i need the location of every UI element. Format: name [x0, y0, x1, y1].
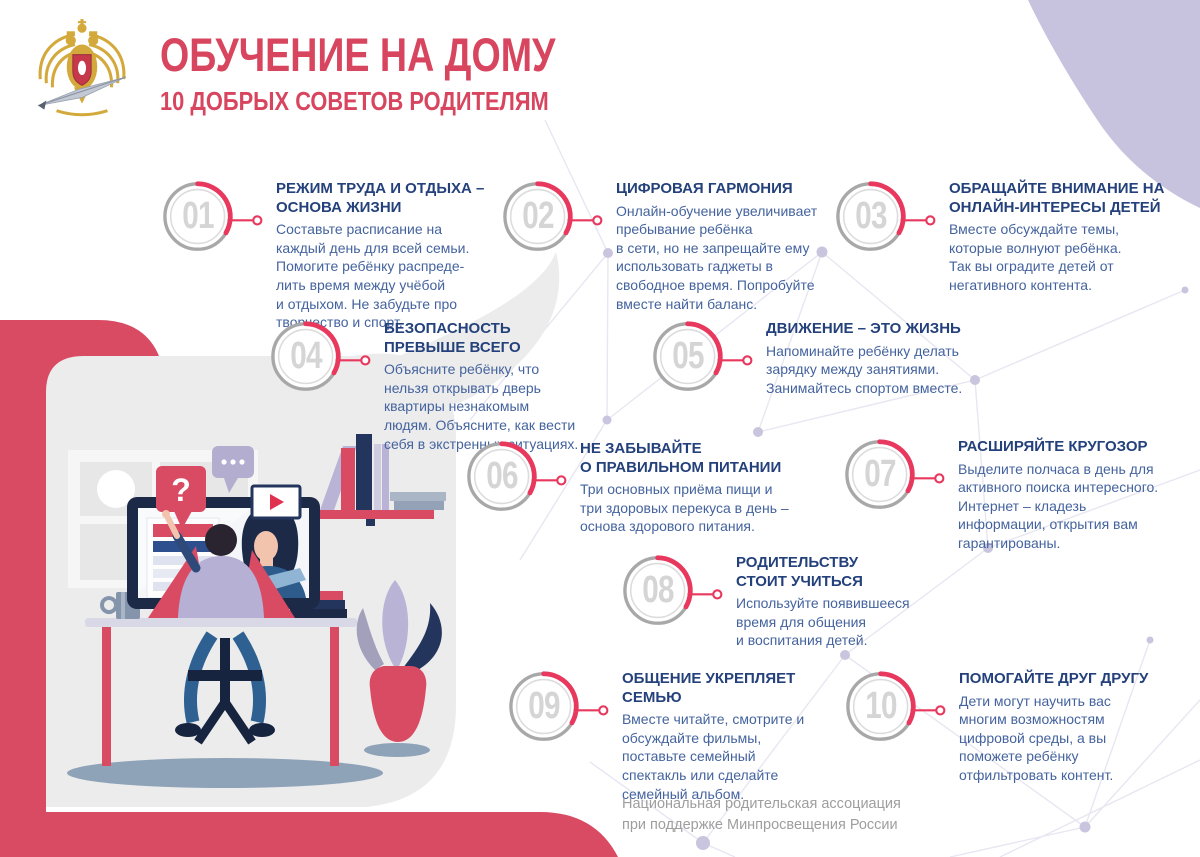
tip-number: 01: [182, 194, 214, 237]
tip-number-badge: 01: [160, 178, 268, 256]
child-on-chair: [175, 631, 275, 745]
tip-number-badge: 05: [650, 318, 758, 396]
tip-body: Составьте расписание на каждый день для …: [276, 221, 470, 331]
tip-10: 10 ПОМОГАЙТЕ ДРУГ ДРУГУ Дети могут научит…: [843, 668, 1148, 785]
corner-lavender-blob: [1028, 0, 1200, 208]
tip-number: 10: [865, 684, 897, 727]
tip-04: 04 БЕЗОПАСНОСТЬ ПРЕВЫШЕ ВСЕГО Объясните р…: [268, 318, 578, 453]
tip-body: Используйте появившееся время для общени…: [736, 595, 910, 649]
tip-title: РЕЖИМ ТРУДА И ОТДЫХА – ОСНОВА ЖИЗНИ: [276, 180, 485, 216]
page-subtitle: 10 ДОБРЫХ СОВЕТОВ РОДИТЕЛЯМ: [160, 86, 549, 117]
tip-08: 08 РОДИТЕЛЬСТВУ СТОИТ УЧИТЬСЯ Используйте…: [620, 552, 910, 650]
tip-title: ДВИЖЕНИЕ – ЭТО ЖИЗНЬ: [766, 320, 961, 337]
tip-number: 05: [672, 334, 704, 377]
tip-number-badge: 04: [268, 318, 376, 396]
tip-body: Вместе читайте, смотрите и обсуждайте фи…: [622, 711, 805, 802]
svg-text:?: ?: [171, 472, 191, 508]
tip-number-badge: 02: [500, 178, 608, 256]
tip-title: БЕЗОПАСНОСТЬ ПРЕВЫШЕ ВСЕГО: [384, 320, 521, 356]
tip-number: 04: [290, 334, 322, 377]
play-button-icon: [250, 484, 302, 520]
tip-06: 06 НЕ ЗАБЫВАЙТЕ О ПРАВИЛЬНОМ ПИТАНИИ Три …: [464, 438, 789, 536]
tip-body: Дети могут научить вас многим возможност…: [959, 692, 1114, 784]
tip-number-badge: 08: [620, 552, 728, 630]
tip-body: Объясните ребёнку, что нельзя открывать …: [384, 361, 579, 452]
question-bubble-icon: ?: [156, 466, 206, 529]
tip-01: 01 РЕЖИМ ТРУДА И ОТДЫХА – ОСНОВА ЖИЗНИ Со…: [160, 178, 484, 332]
tip-title: РОДИТЕЛЬСТВУ СТОИТ УЧИТЬСЯ: [736, 554, 863, 590]
tip-body: Три основных приёма пищи и три здоровых …: [580, 481, 789, 535]
tip-title: РАСШИРЯЙТЕ КРУГОЗОР: [958, 438, 1148, 455]
tip-title: ЦИФРОВАЯ ГАРМОНИЯ: [616, 180, 793, 197]
bookshelf-icon: [312, 434, 446, 526]
home-learning-illustration: ?: [0, 252, 618, 857]
footer-credit: Национальная родительская ассоциация при…: [622, 796, 901, 834]
ministry-emblem-icon: [38, 19, 126, 117]
tip-number-badge: 03: [833, 178, 941, 256]
child-head: [205, 524, 237, 556]
tip-number: 06: [486, 454, 518, 497]
tip-03: 03 ОБРАЩАЙТЕ ВНИМАНИЕ НА ОНЛАЙН-ИНТЕРЕСЫ…: [833, 178, 1164, 295]
tip-number: 09: [528, 684, 560, 727]
tip-title: ПОМОГАЙТЕ ДРУГ ДРУГУ: [959, 670, 1149, 687]
tip-number: 03: [855, 194, 887, 237]
tip-body: Выделите полчаса в день для активного по…: [958, 460, 1159, 552]
network-node-dots: [602, 246, 1189, 850]
tip-body: Напоминайте ребёнку делать зарядку между…: [766, 342, 963, 396]
tip-number-badge: 07: [842, 436, 950, 514]
tip-number: 07: [864, 452, 896, 495]
tip-title: ОБРАЩАЙТЕ ВНИМАНИЕ НА ОНЛАЙН-ИНТЕРЕСЫ ДЕ…: [949, 180, 1165, 216]
chat-dots-bubble-icon: [212, 446, 254, 493]
tip-number-badge: 10: [843, 668, 951, 746]
tip-number-badge: 09: [506, 668, 614, 746]
tip-title: НЕ ЗАБЫВАЙТЕ О ПРАВИЛЬНОМ ПИТАНИИ: [580, 440, 782, 476]
tip-body: Вместе обсуждайте темы, которые волнуют …: [949, 221, 1122, 294]
tip-number: 02: [522, 194, 554, 237]
tip-title: ОБЩЕНИЕ УКРЕПЛЯЕТ СЕМЬЮ: [622, 670, 796, 706]
tip-07: 07 РАСШИРЯЙТЕ КРУГОЗОР Выделите полчаса в…: [842, 436, 1158, 553]
tip-number: 08: [642, 568, 674, 611]
tip-02: 02 ЦИФРОВАЯ ГАРМОНИЯ Онлайн-обучение увел…: [500, 178, 817, 313]
tip-05: 05 ДВИЖЕНИЕ – ЭТО ЖИЗНЬ Напоминайте ребён…: [650, 318, 962, 397]
page-title: ОБУЧЕНИЕ НА ДОМУ: [160, 28, 556, 81]
tip-09: 09 ОБЩЕНИЕ УКРЕПЛЯЕТ СЕМЬЮ Вместе читайте…: [506, 668, 804, 803]
tip-body: Онлайн-обучение увеличивает пребывание р…: [616, 202, 818, 312]
tip-number-badge: 06: [464, 438, 572, 516]
plant-icon: [356, 580, 442, 742]
